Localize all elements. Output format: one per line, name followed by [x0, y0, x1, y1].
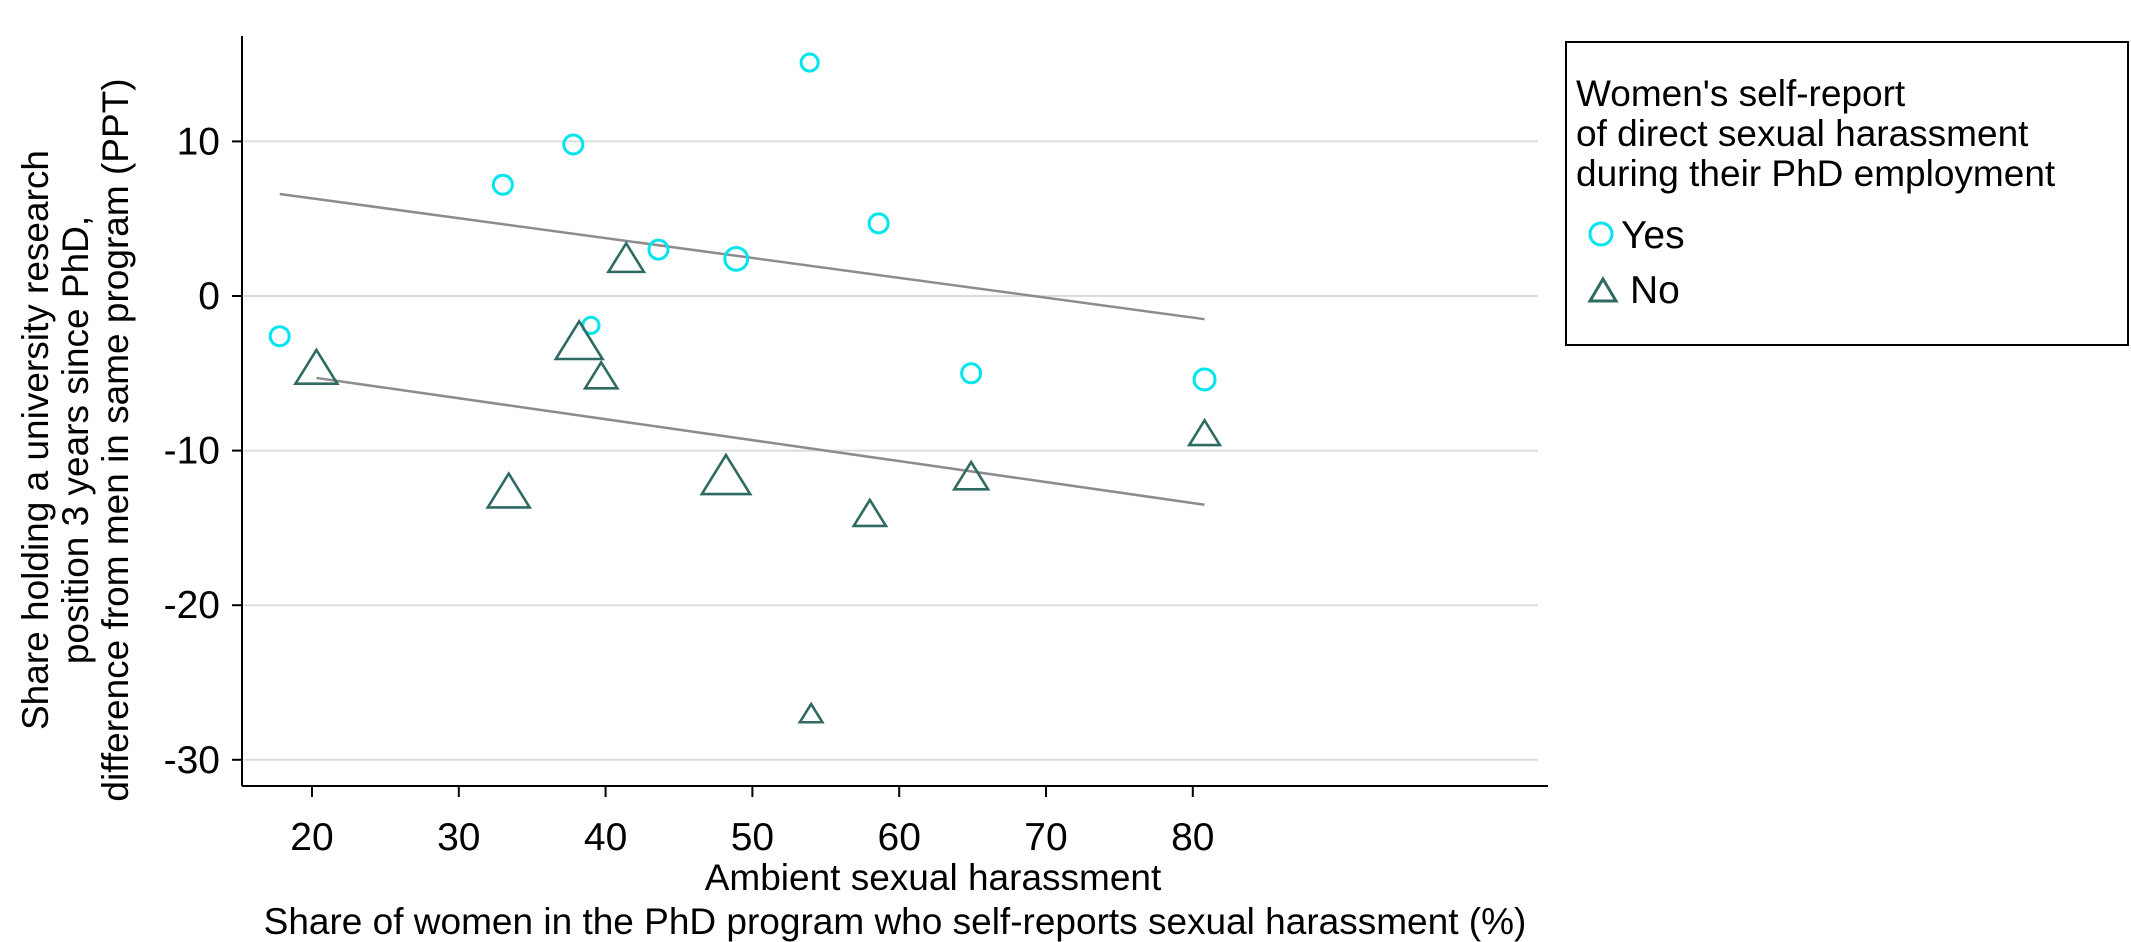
fit-line-yes — [279, 192, 1205, 321]
x-tick-label: 60 — [878, 816, 921, 859]
y-tick-label: 0 — [198, 275, 220, 318]
axis-titles: Ambient sexual harassment Share of women… — [15, 78, 1526, 942]
yes-point — [491, 173, 514, 196]
no-point — [293, 347, 340, 386]
no-point — [797, 701, 825, 724]
legend-yes-circle-icon — [1588, 221, 1614, 247]
x-tick-label: 40 — [584, 816, 627, 859]
x-tick-label: 20 — [290, 816, 333, 859]
no-point — [606, 240, 647, 274]
tick-labels: 10 0 -10 -20 -30 20 30 40 50 60 70 80 — [164, 120, 1215, 859]
yes-point — [867, 212, 890, 235]
legend-title-line-3: during their PhD employment — [1576, 153, 2056, 194]
grid-lines — [244, 140, 1538, 761]
y-tick-label: 10 — [177, 120, 220, 163]
data-points — [268, 52, 1223, 724]
y-tick-label: -30 — [164, 739, 220, 782]
no-point — [553, 318, 605, 361]
legend-box — [1565, 41, 2129, 346]
y-axis-title-line-2: position 3 years since PhD, — [55, 216, 96, 664]
x-axis-title-line-1: Ambient sexual harassment — [705, 857, 1162, 898]
yes-point — [647, 238, 670, 261]
yes-point — [799, 52, 820, 73]
no-point — [1186, 417, 1223, 447]
x-axis-title-line-2: Share of women in the PhD program who se… — [264, 901, 1527, 942]
x-tick-label: 30 — [437, 816, 480, 859]
legend-title-line-2: of direct sexual harassment — [1576, 113, 2029, 154]
y-axis-title-line-3: difference from men in same program (PPT… — [95, 78, 136, 801]
fit-line-no — [316, 376, 1205, 506]
yes-point — [268, 325, 291, 348]
yes-point — [1192, 367, 1217, 392]
x-tick-label: 80 — [1171, 816, 1214, 859]
x-tick-label: 70 — [1024, 816, 1067, 859]
axes — [241, 36, 1548, 787]
no-point — [485, 471, 533, 509]
no-point — [582, 359, 620, 390]
x-tick-label: 50 — [731, 816, 774, 859]
no-point — [951, 459, 991, 491]
legend-no-label: No — [1630, 269, 1680, 312]
legend: Women's self-report of direct sexual har… — [1565, 41, 2129, 346]
y-tick-label: -20 — [164, 584, 220, 627]
no-point — [851, 497, 889, 528]
yes-point — [562, 133, 585, 156]
yes-point — [960, 362, 983, 385]
y-tick-label: -10 — [164, 430, 220, 473]
legend-no-triangle-icon — [1587, 276, 1619, 303]
legend-yes-label: Yes — [1621, 214, 1685, 257]
legend-title-line-1: Women's self-report — [1576, 73, 1906, 114]
y-axis-title-line-1: Share holding a university research — [15, 150, 56, 730]
no-point — [699, 452, 753, 496]
yes-point — [723, 245, 750, 272]
fit-lines — [279, 192, 1205, 506]
